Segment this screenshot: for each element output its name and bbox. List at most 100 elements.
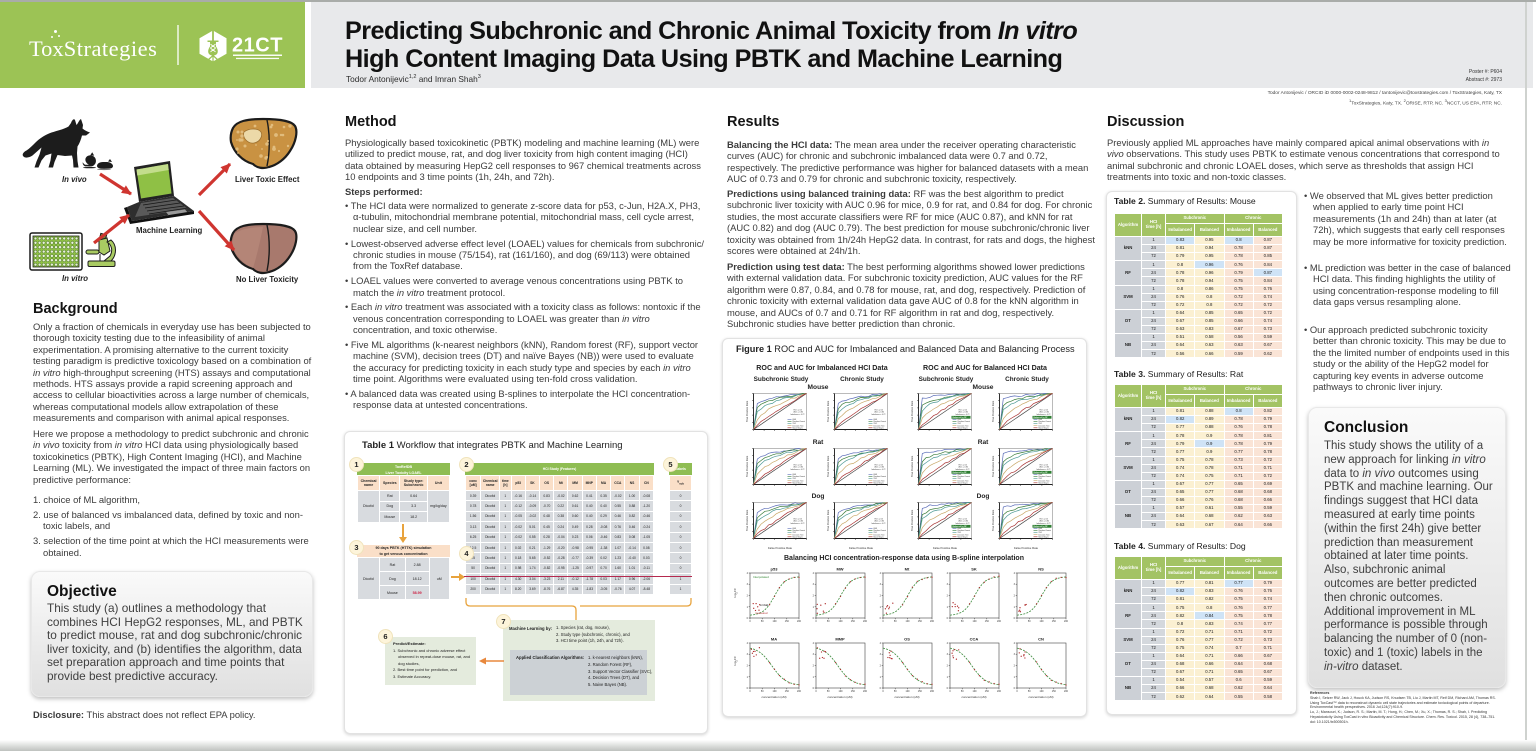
svg-text:3: 3 (747, 583, 749, 586)
svg-text:AUC = 0.84: AUC = 0.84 (875, 411, 884, 414)
svg-text:Imbalance = 0.72: Imbalance = 0.72 (1037, 523, 1051, 525)
svg-text:50: 50 (761, 620, 764, 623)
svg-text:4: 4 (747, 642, 749, 645)
svg-text:3: 3 (1014, 653, 1016, 656)
svg-text:100: 100 (973, 620, 978, 623)
svg-text:ROC at 1h: ROC at 1h (794, 464, 803, 467)
svg-text:2: 2 (1014, 665, 1016, 668)
svg-text:kNN: kNN (1039, 528, 1043, 530)
svg-text:50: 50 (894, 690, 897, 693)
svg-text:1: 1 (747, 606, 749, 609)
svg-text:Balanced by RF: Balanced by RF (953, 472, 968, 474)
svg-text:2: 2 (813, 595, 815, 598)
svg-text:0: 0 (1016, 690, 1018, 693)
svg-text:50: 50 (961, 620, 964, 623)
svg-text:In vivo: In vivo (62, 175, 87, 184)
svg-text:200: 200 (863, 620, 868, 623)
svg-text:50: 50 (827, 620, 830, 623)
svg-text:200: 200 (797, 620, 802, 623)
svg-text:4: 4 (813, 642, 815, 645)
svg-text:2: 2 (880, 665, 882, 668)
svg-text:Machine Learning: Machine Learning (136, 226, 203, 235)
svg-text:Naive Bayes: Naive Bayes (874, 536, 884, 538)
svg-text:CN: CN (1038, 637, 1044, 642)
svg-text:4: 4 (947, 642, 949, 645)
svg-text:CCA: CCA (970, 637, 979, 642)
svg-text:ROC at 1h: ROC at 1h (1040, 409, 1049, 412)
svg-text:Decision Tree: Decision Tree (874, 425, 885, 427)
svg-text:Decision Tree: Decision Tree (793, 534, 804, 536)
svg-text:1: 1 (947, 676, 949, 679)
svg-text:3: 3 (1014, 583, 1016, 586)
svg-text:kNN: kNN (1039, 474, 1043, 476)
svg-text:150: 150 (918, 690, 923, 693)
svg-text:0: 0 (1014, 687, 1016, 690)
svg-text:Imbalance = 0.72: Imbalance = 0.72 (791, 469, 805, 471)
svg-text:Naive Bayes: Naive Bayes (1039, 427, 1049, 429)
svg-text:0: 0 (880, 617, 882, 620)
svg-text:Decision Tree: Decision Tree (958, 480, 969, 482)
svg-text:Naive Bayes: Naive Bayes (793, 536, 803, 538)
svg-text:4: 4 (1014, 642, 1016, 645)
svg-text:1: 1 (747, 676, 749, 679)
svg-text:SVC: SVC (874, 423, 878, 425)
svg-text:Random Forest: Random Forest (958, 420, 971, 423)
svg-text:50: 50 (1028, 690, 1031, 693)
svg-text:Random Forest: Random Forest (958, 529, 971, 532)
svg-text:Decision Tree: Decision Tree (874, 534, 885, 536)
svg-text:3: 3 (880, 653, 882, 656)
svg-text:Balanced by RF: Balanced by RF (953, 417, 968, 419)
svg-text:4: 4 (813, 572, 815, 575)
svg-text:kNN: kNN (958, 419, 962, 421)
svg-text:SVC: SVC (958, 532, 962, 534)
svg-text:In vitro: In vitro (62, 274, 88, 283)
svg-text:Imbalance = 0.72: Imbalance = 0.72 (1037, 414, 1051, 416)
svg-text:ROC at 1h: ROC at 1h (1040, 518, 1049, 521)
svg-text:100: 100 (1040, 690, 1045, 693)
svg-text:150: 150 (985, 690, 990, 693)
svg-text:Imbalance = 0.72: Imbalance = 0.72 (791, 523, 805, 525)
svg-text:0: 0 (1014, 617, 1016, 620)
svg-text:MA: MA (771, 637, 777, 642)
svg-text:Decision Tree: Decision Tree (958, 425, 969, 427)
svg-text:2: 2 (747, 595, 749, 598)
svg-text:True Positive Rate: True Positive Rate (991, 455, 995, 477)
svg-text:ROC at 1h: ROC at 1h (959, 409, 968, 412)
svg-text:Random Forest: Random Forest (1039, 529, 1052, 532)
svg-text:Random Forest: Random Forest (874, 420, 887, 423)
svg-text:Naive Bayes: Naive Bayes (874, 482, 884, 484)
svg-text:100: 100 (1040, 620, 1045, 623)
svg-text:2: 2 (947, 595, 949, 598)
svg-text:Decision Tree: Decision Tree (874, 480, 885, 482)
svg-text:kNN: kNN (1039, 419, 1043, 421)
svg-text:Decision Tree: Decision Tree (793, 480, 804, 482)
svg-text:AUC = 0.84: AUC = 0.84 (959, 520, 968, 523)
svg-text:kNN: kNN (958, 474, 962, 476)
svg-text:ROC at 1h: ROC at 1h (875, 464, 884, 467)
svg-text:Mt: Mt (905, 567, 910, 572)
svg-text:2: 2 (813, 665, 815, 668)
svg-text:Imbalance = 0.72: Imbalance = 0.72 (872, 414, 886, 416)
svg-text:4: 4 (947, 572, 949, 575)
svg-text:LOAEL: LOAEL (760, 603, 769, 607)
svg-text:NS: NS (1038, 567, 1044, 572)
svg-text:AUC = 0.84: AUC = 0.84 (875, 520, 884, 523)
svg-text:3: 3 (813, 653, 815, 656)
svg-text:21CT: 21CT (232, 35, 283, 57)
svg-text:measured: measured (755, 611, 768, 615)
svg-text:SVC: SVC (793, 532, 797, 534)
svg-text:100: 100 (973, 690, 978, 693)
svg-text:SVC: SVC (1039, 423, 1043, 425)
svg-text:Interpolated: Interpolated (753, 575, 769, 579)
svg-text:1: 1 (1014, 606, 1016, 609)
svg-text:Random Forest: Random Forest (793, 420, 806, 423)
svg-text:kNN: kNN (874, 419, 878, 421)
svg-text:50: 50 (961, 690, 964, 693)
svg-text:200: 200 (997, 690, 1002, 693)
svg-text:Decision Tree: Decision Tree (1039, 480, 1050, 482)
svg-text:200: 200 (997, 620, 1002, 623)
svg-text:Random Forest: Random Forest (1039, 420, 1052, 423)
svg-text:4: 4 (1014, 572, 1016, 575)
svg-text:kNN: kNN (958, 528, 962, 530)
svg-text:200: 200 (930, 620, 935, 623)
